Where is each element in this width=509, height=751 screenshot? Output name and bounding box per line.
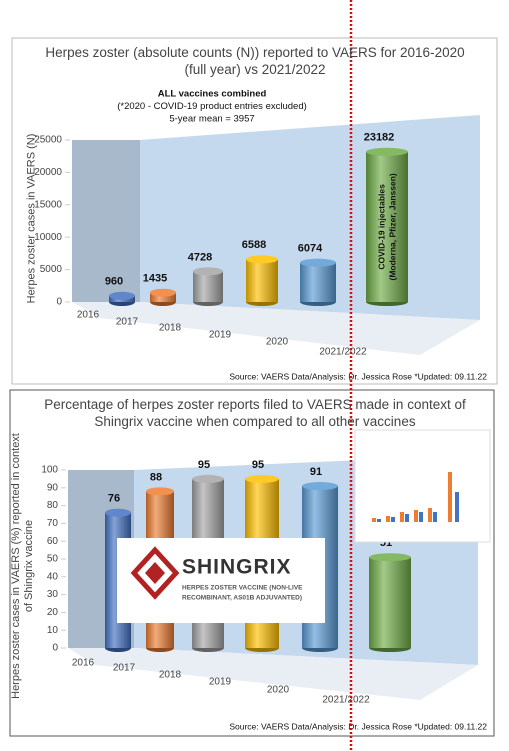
bar [193, 271, 223, 302]
x-tick-label: 2018 [159, 670, 182, 681]
y-axis-label: Herpes zoster cases in VAERS (N) [25, 133, 38, 304]
y-tick-label: 40 [47, 571, 59, 582]
bar-cap [366, 147, 408, 156]
y-tick-label: 5000 [40, 264, 63, 275]
logo-box [117, 538, 325, 623]
inset-bar [428, 508, 432, 522]
y-tick-label: 30 [47, 589, 59, 600]
data-label: 1435 [143, 273, 167, 285]
inset-bar [386, 516, 390, 522]
bar-cap [146, 487, 174, 496]
x-tick-label: 2018 [159, 323, 182, 334]
bar-annotation: COVID-19 injectables [376, 184, 386, 270]
inset-bar [391, 517, 395, 522]
data-label: 6588 [242, 239, 266, 251]
inset-bar [377, 519, 381, 522]
inset-bar [448, 472, 452, 522]
y-tick-label: 15000 [34, 199, 62, 210]
inset-bar [414, 510, 418, 522]
y-tick-label: 10000 [34, 232, 62, 243]
bar-cap [245, 474, 279, 483]
bar [150, 292, 176, 302]
y-tick-label: 70 [47, 518, 59, 529]
x-tick-label: 2019 [209, 330, 232, 341]
inset-bar [405, 514, 409, 522]
data-label: 95 [198, 459, 210, 471]
inset-bar [419, 512, 423, 522]
side-wall [72, 140, 140, 302]
data-label: 76 [108, 493, 120, 505]
source: Source: VAERS Data/Analysis: Dr. Jessica… [229, 721, 487, 731]
bar-cap [193, 267, 223, 276]
chart-title: Herpes zoster (absolute counts (N)) repo… [45, 45, 465, 77]
bar [366, 151, 408, 302]
y-tick-label: 80 [47, 500, 59, 511]
bar-cap [369, 553, 411, 562]
y-tick-label: 10 [47, 625, 59, 636]
data-label: 4728 [188, 251, 212, 263]
chart-title: Percentage of herpes zoster reports file… [44, 397, 466, 429]
inset-bar [372, 518, 376, 522]
inset-bar [455, 492, 459, 522]
bar [369, 557, 411, 648]
logo-name: SHINGRIX [182, 556, 292, 579]
x-tick-label: 2017 [116, 317, 139, 328]
x-tick-label: 2017 [113, 663, 136, 674]
annotation: 5-year mean = 3957 [169, 114, 254, 125]
logo-icon [130, 546, 180, 600]
floor [68, 648, 478, 700]
bar-cap [105, 508, 131, 517]
data-label: 960 [105, 276, 123, 288]
bar [246, 259, 278, 302]
y-tick-label: 60 [47, 536, 59, 547]
x-tick-label: 2016 [77, 310, 100, 321]
y-tick-label: 0 [52, 643, 58, 654]
x-tick-label: 2016 [72, 658, 95, 669]
annotation: (*2020 - COVID-19 product entries exclud… [117, 101, 307, 112]
y-tick-label: 0 [56, 297, 62, 308]
y-tick-label: 50 [47, 554, 59, 565]
bar-cap [109, 291, 135, 300]
logo-text: RECOMBINANT, AS01B ADJUVANTED) [182, 595, 302, 602]
bar-cap [302, 482, 338, 491]
y-tick-label: 20000 [34, 167, 62, 178]
y-tick-label: 100 [41, 465, 58, 476]
inset [354, 429, 491, 543]
data-label: 91 [310, 466, 322, 478]
y-tick-label: 20 [47, 607, 59, 618]
data-label: 23182 [364, 132, 395, 144]
inset-bar [400, 512, 404, 522]
bar-annotation: (Moderna, Pfizer, Janssen) [387, 173, 397, 280]
logo-text: HERPES ZOSTER VACCINE (NON-LIVE [182, 585, 303, 592]
bar [300, 262, 336, 302]
data-label: 88 [150, 471, 162, 483]
x-tick-label: 2019 [209, 677, 232, 688]
inset-bar [433, 512, 437, 522]
bar-cap [246, 255, 278, 264]
logo-icon [145, 562, 165, 584]
source: Source: VAERS Data/Analysis: Dr. Jessica… [229, 371, 487, 381]
x-tick-label: 2021/2022 [322, 695, 370, 706]
annotation: ALL vaccines combined [158, 89, 267, 100]
y-tick-label: 90 [47, 482, 59, 493]
data-label: 6074 [298, 243, 323, 255]
bar-cap [150, 288, 176, 297]
x-tick-label: 2020 [266, 337, 289, 348]
bar-cap [192, 474, 224, 483]
data-label: 95 [252, 459, 264, 471]
bar-cap [300, 258, 336, 267]
y-axis-label: Herpes zoster cases in VAERS (%) reporte… [10, 433, 35, 699]
x-tick-label: 2021/2022 [319, 347, 367, 358]
floor [72, 302, 480, 355]
y-tick-label: 25000 [34, 135, 62, 146]
x-tick-label: 2020 [267, 685, 290, 696]
